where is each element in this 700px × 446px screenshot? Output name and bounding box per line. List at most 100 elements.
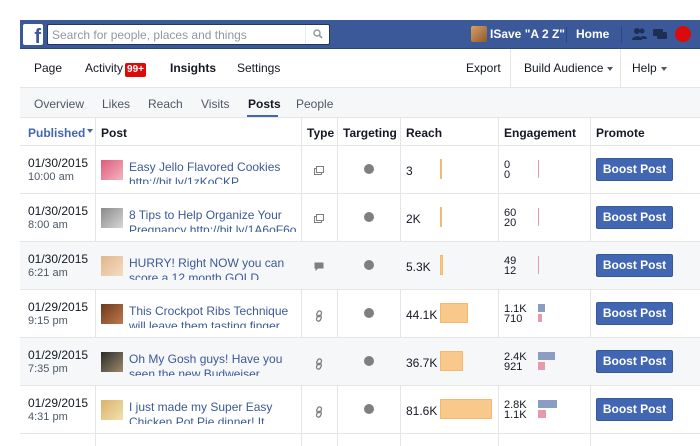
post-link[interactable]: 8 Tips to Help Organize Your Pregnancy h…: [129, 208, 297, 232]
photo-type-icon: [314, 166, 324, 175]
public-globe-icon: [364, 260, 374, 270]
published-time: 10:00 am: [28, 171, 74, 183]
tab-people[interactable]: People: [296, 97, 334, 111]
boost-post-button[interactable]: Boost Post: [596, 206, 673, 229]
engagement-bar-bottom: [538, 314, 542, 322]
nav-insights[interactable]: Insights: [170, 61, 217, 75]
col-promote: Promote: [596, 126, 645, 140]
status-type-icon: [314, 262, 324, 271]
engagement-bottom: 921: [504, 361, 523, 373]
notifications-icon[interactable]: [675, 25, 691, 43]
published-date: 01/30/2015: [28, 204, 89, 218]
engagement-top: 2.8K: [504, 400, 527, 411]
post-link[interactable]: Easy Jello Flavored Cookies http://bit.l…: [129, 160, 281, 184]
boost-post-button[interactable]: Boost Post: [596, 158, 673, 181]
messages-icon[interactable]: [652, 26, 668, 42]
table-row: 01/29/2015 9:15 pm This Crockpot Ribs Te…: [20, 290, 700, 338]
help-label: Help: [632, 61, 657, 75]
engagement-bar-top: [538, 304, 545, 312]
reach-value: 5.3K: [406, 260, 431, 274]
link-type-icon: [315, 310, 323, 322]
home-link[interactable]: Home: [576, 27, 610, 41]
post-thumbnail[interactable]: [101, 400, 123, 420]
tab-overview[interactable]: Overview: [34, 97, 85, 111]
nav-settings[interactable]: Settings: [237, 61, 281, 75]
nav-page[interactable]: Page: [34, 61, 63, 75]
chevron-down-icon: [660, 66, 667, 71]
engagement-bar-top: [538, 256, 539, 274]
engagement-bottom: 20: [504, 217, 517, 229]
reach-bar: [440, 207, 442, 227]
tab-visits[interactable]: Visits: [201, 97, 230, 111]
divider: [620, 49, 621, 87]
post-thumbnail[interactable]: [101, 160, 123, 180]
boost-post-button[interactable]: Boost Post: [596, 350, 673, 373]
reach-value: 44.1K: [406, 308, 438, 322]
top-bar: f ISave "A 2 Z" Home: [20, 20, 700, 49]
table-row: 01/29/2015 4:31 pm I just made my Super …: [20, 386, 700, 434]
published-time: 7:35 pm: [28, 363, 68, 375]
table-row: 01/30/2015 8:00 am 8 Tips to Help Organi…: [20, 194, 700, 242]
published-date: 01/29/2015: [28, 348, 89, 362]
reach-value: 3: [406, 164, 413, 178]
table-row: 01/29/2015 7:35 pm Oh My Gosh guys! Have…: [20, 338, 700, 386]
engagement-bottom: 1.1K: [504, 409, 527, 421]
search-button[interactable]: [305, 25, 329, 44]
tab-reach[interactable]: Reach: [148, 97, 183, 111]
friend-requests-icon[interactable]: [631, 26, 647, 42]
engagement-top: 0: [504, 160, 511, 171]
engagement-bar-top: [538, 160, 539, 178]
post-thumbnail[interactable]: [101, 352, 123, 372]
post-link[interactable]: Oh My Gosh guys! Have you seen the new B…: [129, 352, 283, 376]
sort-desc-icon: [87, 129, 94, 133]
public-globe-icon: [364, 212, 374, 222]
post-thumbnail[interactable]: [101, 304, 123, 324]
engagement-values: 2.8K 1.1K: [504, 400, 527, 420]
engagement-values: 60 20: [504, 208, 516, 228]
search-input[interactable]: [48, 25, 298, 44]
post-thumbnail[interactable]: [101, 256, 123, 276]
engagement-values: 2.4K 921: [504, 352, 527, 372]
help-button[interactable]: Help: [632, 61, 667, 75]
nav-activity-label: Activity: [85, 61, 124, 75]
facebook-logo-icon[interactable]: f: [23, 24, 43, 47]
tab-likes[interactable]: Likes: [102, 97, 131, 111]
col-reach[interactable]: Reach: [406, 126, 443, 140]
build-audience-button[interactable]: Build Audience: [524, 61, 614, 75]
post-link[interactable]: HURRY! Right NOW you can score a 12 mont…: [129, 256, 285, 280]
published-time: 4:31 pm: [28, 411, 68, 423]
link-type-icon: [315, 406, 323, 418]
boost-post-button[interactable]: Boost Post: [596, 398, 673, 421]
boost-post-button[interactable]: Boost Post: [596, 302, 673, 325]
build-audience-label: Build Audience: [524, 61, 604, 75]
export-button[interactable]: Export: [466, 61, 501, 75]
public-globe-icon: [364, 404, 374, 414]
col-post: Post: [101, 126, 128, 140]
divider: [621, 27, 622, 43]
post-link[interactable]: This Crockpot Ribs Technique will leave …: [129, 304, 289, 328]
nav-activity[interactable]: Activity 99+: [85, 61, 146, 77]
engagement-values: 49 12: [504, 256, 516, 276]
public-globe-icon: [364, 308, 374, 318]
reach-value: 2K: [406, 212, 421, 226]
col-targeting: Targeting: [343, 126, 397, 140]
post-thumbnail[interactable]: [101, 208, 123, 228]
engagement-bar-top: [538, 400, 557, 408]
post-link[interactable]: I just made my Super Easy Chicken Pot Pi…: [129, 400, 273, 424]
engagement-bottom: 710: [504, 313, 523, 325]
col-published[interactable]: Published: [28, 126, 94, 140]
user-avatar[interactable]: [471, 26, 487, 42]
tab-posts[interactable]: Posts: [248, 97, 281, 111]
published-time: 8:00 am: [28, 219, 68, 231]
posts-table-header: Published Post Type Targeting Reach Enga…: [20, 118, 700, 146]
user-name-link[interactable]: ISave "A 2 Z": [490, 27, 565, 41]
activity-badge: 99+: [125, 63, 146, 77]
engagement-top: 49: [504, 256, 517, 267]
published-date: 01/29/2015: [28, 300, 89, 314]
col-engagement[interactable]: Engagement: [504, 126, 577, 140]
reach-value: 36.7K: [406, 356, 438, 370]
reach-bar: [440, 303, 468, 323]
divider: [510, 49, 511, 87]
insights-subtabs: Overview Likes Reach Visits Posts People: [20, 88, 700, 118]
boost-post-button[interactable]: Boost Post: [596, 254, 673, 277]
